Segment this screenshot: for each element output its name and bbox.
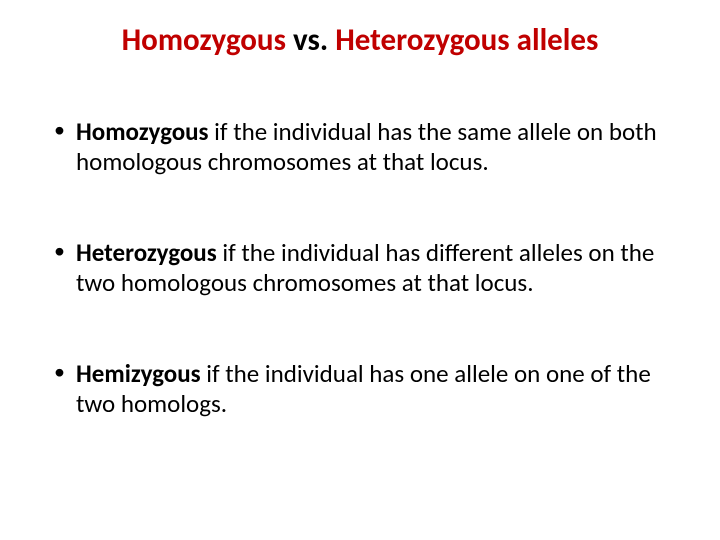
title-term-2: Heterozygous	[335, 21, 509, 59]
bullet-term: Heterozygous	[76, 237, 217, 268]
title-term-1: Homozygous	[122, 21, 286, 59]
title-term-3: alleles	[517, 21, 599, 59]
list-item: Heterozygous if the individual has diffe…	[48, 238, 672, 297]
list-item: Homozygous if the individual has the sam…	[48, 117, 672, 176]
slide-container: Homozygous vs. Heterozygous alleles Homo…	[0, 0, 720, 540]
title-space	[510, 21, 517, 59]
bullet-term: Homozygous	[76, 116, 209, 147]
title-vs: vs.	[286, 21, 335, 59]
list-item: Hemizygous if the individual has one all…	[48, 359, 672, 418]
bullet-list: Homozygous if the individual has the sam…	[48, 117, 672, 418]
slide-title: Homozygous vs. Heterozygous alleles	[48, 22, 672, 59]
bullet-term: Hemizygous	[76, 358, 201, 389]
